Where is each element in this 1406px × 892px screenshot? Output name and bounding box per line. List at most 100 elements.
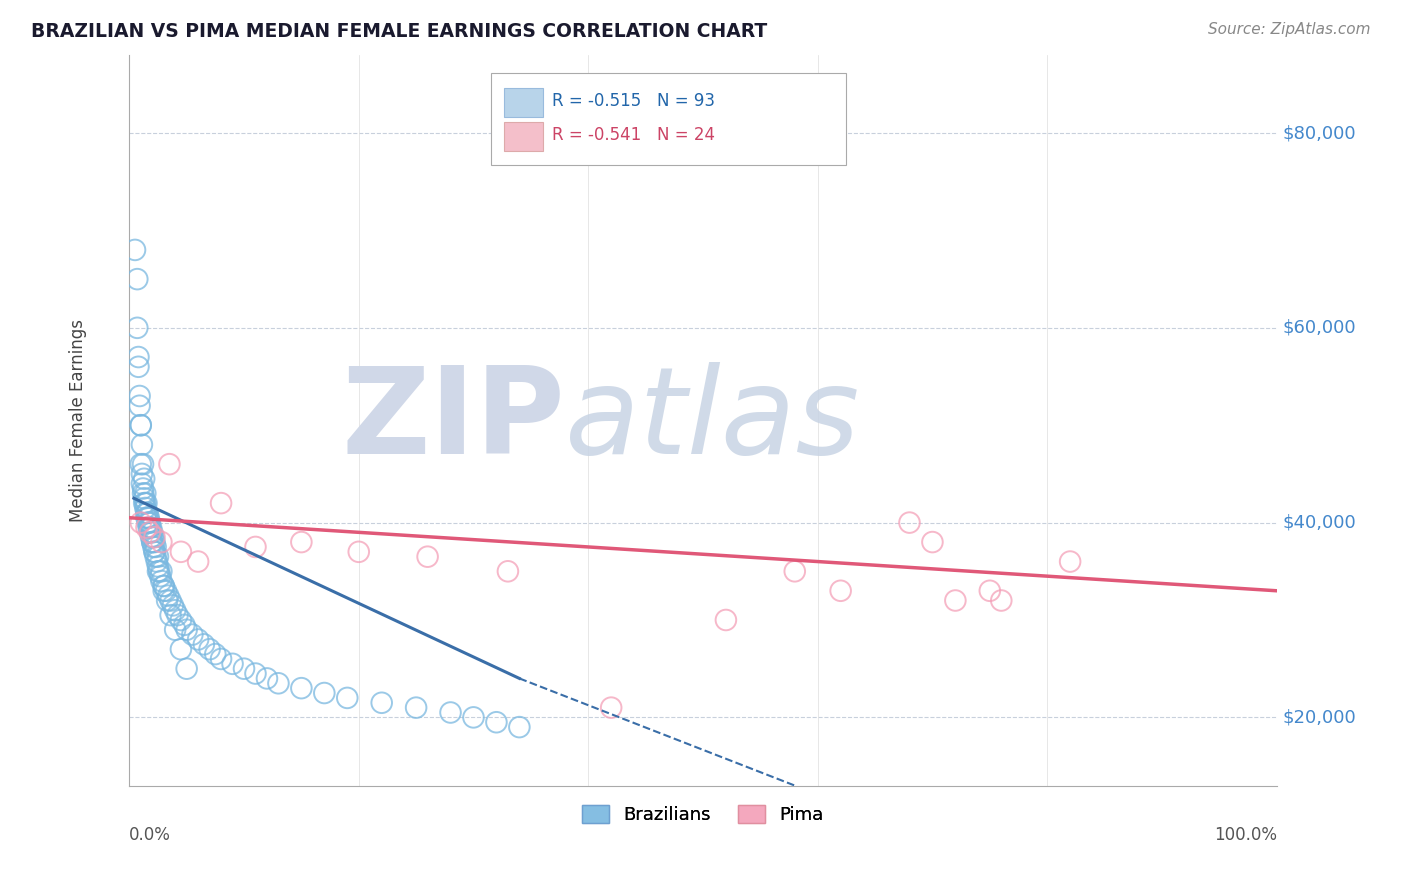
Point <box>439 706 461 720</box>
Text: R = -0.515   N = 93: R = -0.515 N = 93 <box>551 92 714 110</box>
Point <box>170 545 193 559</box>
Point <box>134 500 156 515</box>
Point <box>416 549 439 564</box>
Point <box>131 438 153 452</box>
Point <box>370 696 392 710</box>
Point <box>830 583 852 598</box>
Point <box>132 486 155 500</box>
Point <box>496 564 519 578</box>
Point <box>166 608 188 623</box>
Point <box>159 593 181 607</box>
Point <box>135 506 157 520</box>
Text: 0.0%: 0.0% <box>129 826 172 844</box>
Point <box>129 516 152 530</box>
Point <box>198 642 221 657</box>
Point <box>134 486 156 500</box>
Point <box>990 593 1012 607</box>
Point <box>135 510 157 524</box>
Point <box>157 589 180 603</box>
Point <box>142 530 165 544</box>
Point <box>143 530 166 544</box>
Point <box>141 525 163 540</box>
Point <box>152 579 174 593</box>
Point <box>945 593 967 607</box>
Point <box>221 657 243 671</box>
Point <box>139 530 162 544</box>
Point <box>187 555 209 569</box>
Point <box>152 579 174 593</box>
Point <box>173 618 195 632</box>
Point <box>146 559 169 574</box>
Point <box>209 652 232 666</box>
Point <box>150 564 173 578</box>
Point <box>921 535 943 549</box>
Point <box>145 540 167 554</box>
FancyBboxPatch shape <box>491 73 846 165</box>
Point <box>176 662 198 676</box>
FancyBboxPatch shape <box>505 88 544 117</box>
Text: Source: ZipAtlas.com: Source: ZipAtlas.com <box>1208 22 1371 37</box>
Point <box>156 593 179 607</box>
Point <box>336 690 359 705</box>
Text: BRAZILIAN VS PIMA MEDIAN FEMALE EARNINGS CORRELATION CHART: BRAZILIAN VS PIMA MEDIAN FEMALE EARNINGS… <box>31 22 768 41</box>
Point <box>146 549 169 564</box>
Point <box>181 627 204 641</box>
Point <box>136 506 159 520</box>
Point <box>898 516 921 530</box>
Point <box>127 321 149 335</box>
Point <box>783 564 806 578</box>
Point <box>204 647 226 661</box>
Point <box>139 520 162 534</box>
Point <box>135 506 157 520</box>
Point <box>135 520 157 534</box>
Point <box>132 482 155 496</box>
Point <box>979 583 1001 598</box>
Point <box>290 535 312 549</box>
Point <box>146 555 169 569</box>
Text: $60,000: $60,000 <box>1282 318 1355 337</box>
Point <box>155 583 177 598</box>
Text: Median Female Earnings: Median Female Earnings <box>69 318 87 522</box>
Point <box>149 569 172 583</box>
Point <box>508 720 530 734</box>
Point <box>267 676 290 690</box>
Point <box>170 642 193 657</box>
Text: ZIP: ZIP <box>342 362 565 479</box>
Point <box>150 574 173 588</box>
Point <box>209 496 232 510</box>
Point <box>714 613 737 627</box>
Text: 100.0%: 100.0% <box>1213 826 1277 844</box>
Point <box>141 535 163 549</box>
Point <box>136 510 159 524</box>
Point <box>165 603 187 617</box>
Point <box>141 535 163 549</box>
Point <box>165 623 187 637</box>
Text: $40,000: $40,000 <box>1282 514 1357 532</box>
Point <box>127 359 149 374</box>
Point <box>135 496 157 510</box>
Point <box>139 516 162 530</box>
Point <box>139 525 162 540</box>
Point <box>256 672 278 686</box>
Point <box>131 476 153 491</box>
Text: R = -0.541   N = 24: R = -0.541 N = 24 <box>551 126 714 144</box>
Point <box>143 545 166 559</box>
Point <box>1059 555 1081 569</box>
Point <box>162 599 184 613</box>
Point <box>485 715 508 730</box>
Point <box>142 540 165 554</box>
Point <box>148 564 170 578</box>
Point <box>134 496 156 510</box>
Point <box>146 564 169 578</box>
Point <box>129 418 152 433</box>
Point <box>405 700 427 714</box>
Point <box>314 686 336 700</box>
Point <box>138 516 160 530</box>
Point <box>245 540 267 554</box>
Point <box>136 516 159 530</box>
Point <box>134 472 156 486</box>
Point <box>131 467 153 481</box>
Point <box>128 399 150 413</box>
Point <box>463 710 485 724</box>
Point <box>138 520 160 534</box>
